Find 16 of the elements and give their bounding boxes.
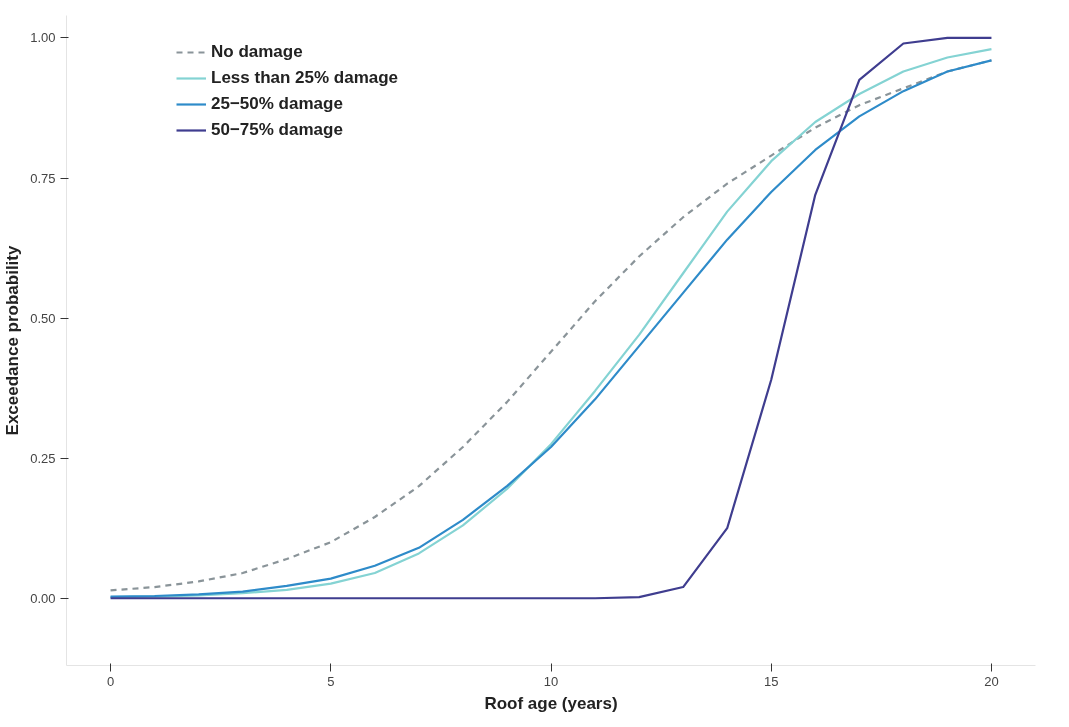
y-tick-label: 0.50 [30,310,56,326]
y-tick-label: 0.25 [30,450,56,466]
y-tick-label: 0.75 [30,170,56,186]
y-tick-label: 0.00 [30,590,56,606]
x-tick-label: 10 [543,673,559,689]
y-axis-title: Exceedance probability [3,245,23,436]
x-axis-title: Roof age (years) [484,693,618,713]
x-tick-label: 5 [327,673,335,689]
x-tick-label: 15 [764,673,779,689]
y-tick-label: 1.00 [30,30,56,46]
legend-label: Less than 25% damage [211,68,399,88]
legend-label: 50−75% damage [211,120,343,140]
legend-label: No damage [211,42,303,62]
x-tick-label: 0 [106,673,115,689]
x-tick-label: 20 [984,673,999,689]
legend-label: 25−50% damage [211,94,343,114]
